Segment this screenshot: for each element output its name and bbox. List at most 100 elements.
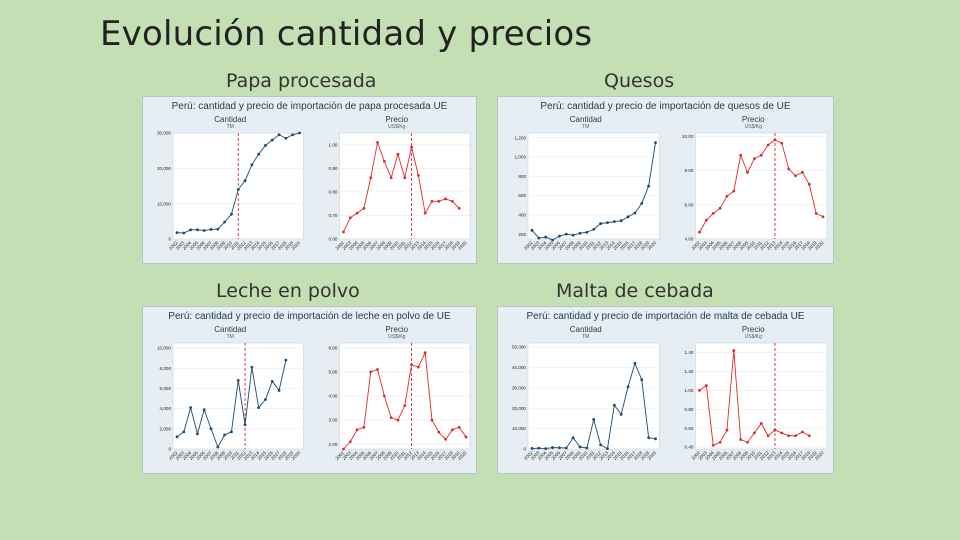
x-tick-label: 2002 — [334, 240, 345, 251]
data-point — [437, 199, 441, 203]
data-point — [766, 143, 770, 147]
x-tick-label: 2018 — [633, 240, 644, 251]
x-tick-label: 2003 — [697, 240, 708, 251]
data-point — [250, 163, 254, 167]
data-point — [551, 446, 554, 449]
chart-title: Perú: cantidad y precio de importación d… — [172, 101, 448, 112]
data-point — [759, 422, 763, 425]
x-tick-label: 2005 — [188, 450, 199, 461]
panel-caption: Papa procesada — [226, 70, 377, 92]
x-tick-label: 2008 — [209, 240, 220, 251]
x-tick-label: 2013 — [598, 240, 609, 251]
x-tick-label: 2006 — [550, 450, 561, 461]
x-tick-label: 2009 — [738, 240, 749, 251]
x-tick-label: 2019 — [450, 450, 461, 461]
x-tick-label: 2007 — [202, 450, 213, 461]
subchart-title: Cantidad — [214, 115, 246, 124]
data-point — [732, 349, 736, 352]
chart-svg: Perú: cantidad y precio de importación d… — [157, 311, 471, 461]
x-tick-label: 2013 — [243, 240, 254, 251]
x-tick-label: 2004 — [182, 240, 193, 251]
data-point — [794, 174, 797, 178]
data-point — [654, 437, 657, 441]
y-tick-label: 5.00 — [329, 370, 338, 375]
x-tick-label: 2019 — [284, 450, 295, 461]
y-tick-label: 2.00 — [329, 442, 338, 447]
panel-caption: Malta de cebada — [556, 280, 714, 302]
data-point — [362, 425, 366, 429]
y-tick-label: 20,000 — [157, 166, 171, 171]
x-tick-label: 2005 — [544, 450, 555, 461]
x-tick-label: 2004 — [537, 240, 548, 251]
x-tick-label: 2008 — [564, 450, 575, 461]
x-tick-label: 2020 — [290, 450, 301, 461]
data-point — [376, 368, 379, 371]
x-tick-label: 2005 — [188, 240, 199, 251]
data-point — [189, 406, 193, 410]
data-point — [284, 358, 288, 362]
data-point — [243, 423, 247, 427]
plot-area — [527, 342, 660, 450]
data-point — [416, 174, 420, 177]
data-point — [571, 233, 575, 237]
data-point — [382, 394, 386, 398]
x-tick-label: 2017 — [626, 240, 637, 251]
x-tick-label: 2019 — [284, 240, 295, 251]
data-point — [236, 378, 240, 382]
data-point — [291, 133, 295, 137]
data-point — [739, 153, 743, 157]
subchart-title: Precio — [742, 325, 765, 334]
y-tick-label: 0.80 — [685, 407, 694, 412]
data-point — [362, 206, 366, 210]
subchart-unit: US$/Kg — [745, 334, 762, 340]
x-tick-label: 2008 — [732, 240, 743, 251]
data-point — [626, 385, 630, 389]
data-point — [773, 428, 777, 432]
subchart-title: Cantidad — [570, 325, 602, 334]
x-tick-label: 2009 — [382, 450, 393, 461]
data-point — [396, 152, 400, 156]
y-tick-label: 0 — [168, 237, 171, 242]
data-point — [787, 434, 791, 438]
x-tick-label: 2020 — [814, 450, 825, 461]
x-tick-label: 2017 — [793, 240, 804, 251]
data-point — [711, 211, 715, 215]
y-tick-label: 6.00 — [685, 202, 694, 207]
x-tick-label: 2014 — [605, 240, 616, 251]
data-point — [264, 143, 267, 147]
x-tick-label: 2004 — [182, 450, 193, 461]
plot-area — [172, 342, 304, 450]
plot-area — [695, 132, 828, 240]
x-tick-label: 2016 — [619, 450, 630, 461]
chart-title: Perú: cantidad y precio de importación d… — [540, 101, 790, 112]
data-point — [612, 403, 616, 407]
chart-panel: Perú: cantidad y precio de importación d… — [497, 96, 834, 264]
x-tick-label: 2013 — [409, 240, 420, 251]
x-tick-label: 2002 — [523, 450, 534, 461]
data-point — [807, 182, 811, 186]
data-point — [202, 408, 206, 412]
x-tick-label: 2017 — [626, 450, 637, 461]
chart-title: Perú: cantidad y precio de importación d… — [168, 311, 451, 322]
x-tick-label: 2019 — [807, 240, 818, 251]
x-tick-label: 2008 — [732, 450, 743, 461]
x-tick-label: 2012 — [759, 450, 770, 461]
x-tick-label: 2004 — [348, 450, 359, 461]
x-tick-label: 2007 — [725, 450, 736, 461]
data-point — [578, 445, 582, 449]
data-point — [698, 388, 701, 392]
plot-area — [339, 132, 471, 240]
x-tick-label: 2009 — [571, 240, 582, 251]
x-tick-label: 2013 — [598, 450, 609, 461]
data-point — [807, 434, 811, 438]
chart-title: Perú: cantidad y precio de importación d… — [527, 311, 805, 322]
data-point — [606, 447, 609, 450]
y-tick-label: 0.60 — [685, 426, 694, 431]
subchart-unit: TM — [227, 334, 234, 340]
data-point — [619, 219, 623, 223]
data-point — [216, 227, 220, 231]
data-point — [599, 443, 603, 447]
x-tick-label: 2002 — [690, 450, 701, 461]
y-tick-label: 0.70 — [329, 213, 338, 218]
y-tick-label: 20,000 — [512, 406, 526, 411]
